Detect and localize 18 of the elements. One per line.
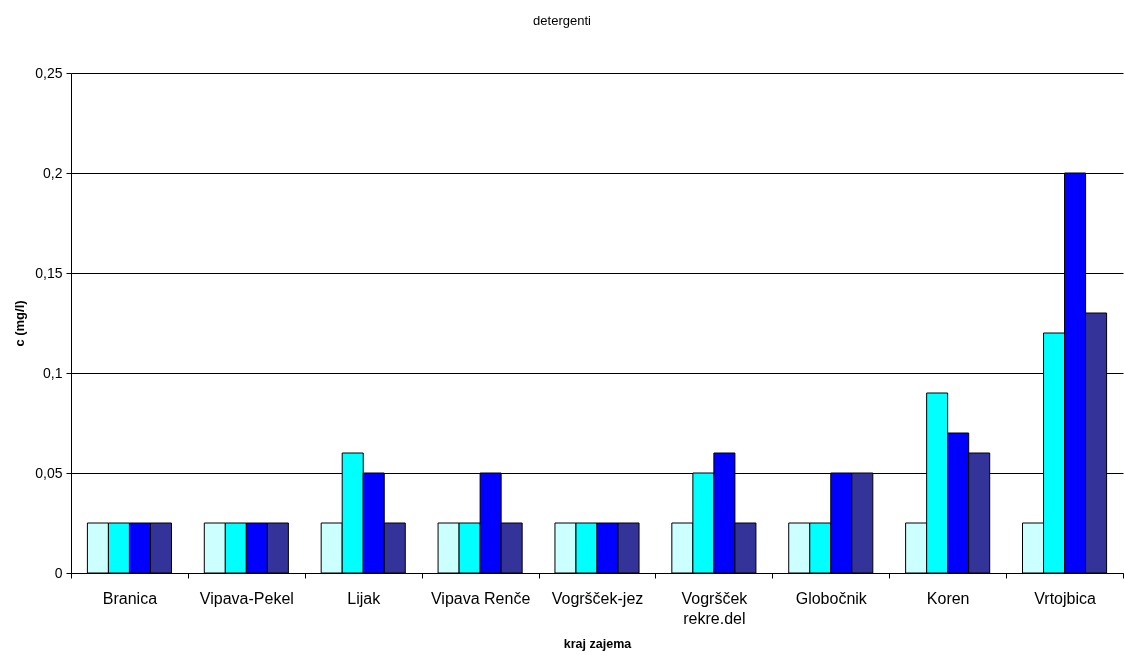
y-tick-label: 0,15: [35, 264, 63, 281]
x-tick-label: Vogršček-jez: [551, 589, 644, 607]
y-axis-title: c (mg/l): [12, 300, 28, 347]
y-tick-label: 0,1: [43, 364, 63, 381]
x-tick-label: Vogršček rekre.del: [681, 589, 749, 627]
x-tick-label: Lijak: [347, 589, 382, 607]
x-tick-label: Koren: [926, 589, 970, 607]
x-axis-title: kraj zajema: [563, 636, 633, 651]
x-tick-label: Globočnik: [795, 589, 868, 607]
y-tick-label: 0,25: [35, 64, 63, 81]
y-tick-label: 0: [54, 564, 63, 581]
x-tick-label: Branica: [102, 589, 158, 607]
x-tick-label: Vrtojbica: [1034, 589, 1096, 607]
x-tick-label: Vipava Renče: [430, 589, 531, 607]
chart-title: detergenti: [533, 13, 592, 28]
y-tick-label: 0,05: [35, 464, 63, 481]
y-tick-label: 0,2: [43, 164, 63, 181]
x-tick-label: Vipava-Pekel: [199, 589, 294, 607]
